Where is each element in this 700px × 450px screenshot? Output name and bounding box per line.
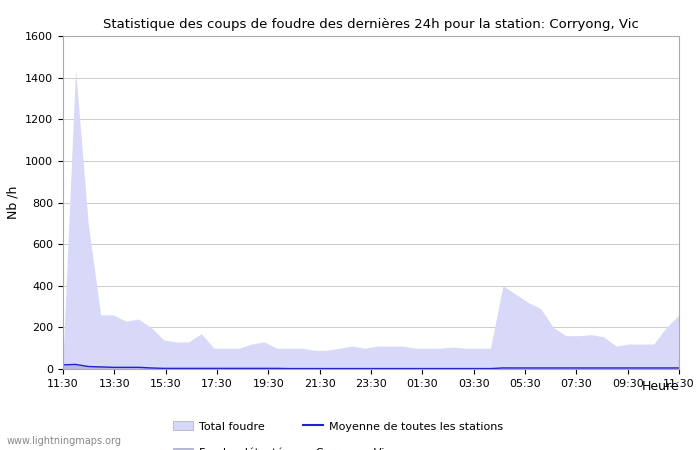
Title: Statistique des coups de foudre des dernières 24h pour la station: Corryong, Vic: Statistique des coups de foudre des dern… [103,18,639,31]
Text: www.lightningmaps.org: www.lightningmaps.org [7,436,122,446]
Text: Heure: Heure [641,380,679,393]
Y-axis label: Nb /h: Nb /h [6,186,20,219]
Legend: Foudre détectée par Corryong, Vic: Foudre détectée par Corryong, Vic [174,448,391,450]
